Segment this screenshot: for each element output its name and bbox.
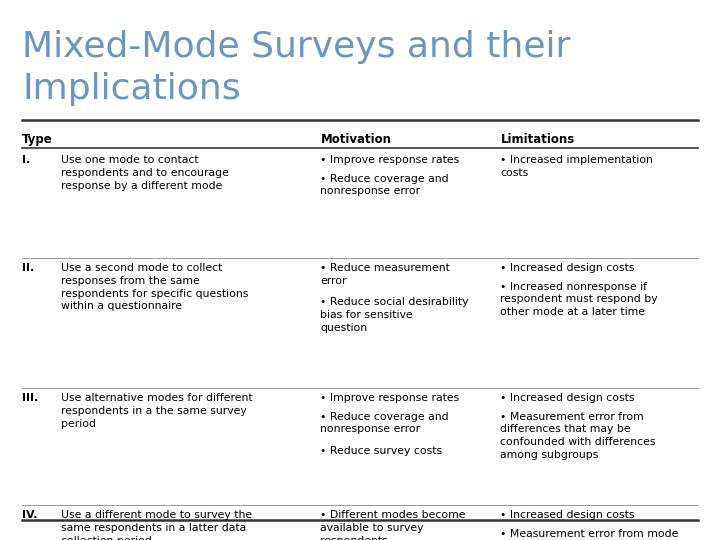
Text: II.: II. (22, 263, 34, 273)
Text: • Improve response rates: • Improve response rates (320, 393, 459, 403)
Text: • Reduce survey costs: • Reduce survey costs (320, 446, 443, 456)
Text: • Reduce measurement
error: • Reduce measurement error (320, 263, 450, 286)
Text: • Increased design costs: • Increased design costs (500, 510, 635, 520)
Text: IV.: IV. (22, 510, 37, 520)
Text: • Reduce coverage and
nonresponse error: • Reduce coverage and nonresponse error (320, 411, 449, 434)
Text: • Reduce social desirability
bias for sensitive
question: • Reduce social desirability bias for se… (320, 297, 469, 333)
Text: Use one mode to contact
respondents and to encourage
response by a different mod: Use one mode to contact respondents and … (61, 155, 229, 191)
Text: I.: I. (22, 155, 30, 165)
Text: • Increased design costs: • Increased design costs (500, 263, 635, 273)
Text: Use a second mode to collect
responses from the same
respondents for specific qu: Use a second mode to collect responses f… (61, 263, 248, 312)
Text: III.: III. (22, 393, 38, 403)
Text: • Reduce coverage and
nonresponse error: • Reduce coverage and nonresponse error (320, 173, 449, 197)
Text: Use a different mode to survey the
same respondents in a latter data
collection : Use a different mode to survey the same … (61, 510, 252, 540)
Text: Use alternative modes for different
respondents in a the same survey
period: Use alternative modes for different resp… (61, 393, 253, 429)
Text: Limitations: Limitations (500, 133, 575, 146)
Text: • Improve response rates: • Improve response rates (320, 155, 459, 165)
Text: • Increased design costs: • Increased design costs (500, 393, 635, 403)
Text: • Measurement error from mode
differences that impact the
ability to measure cha: • Measurement error from mode difference… (500, 529, 679, 540)
Text: Type: Type (22, 133, 53, 146)
Text: • Measurement error from
differences that may be
confounded with differences
amo: • Measurement error from differences tha… (500, 411, 656, 460)
Text: • Increased nonresponse if
respondent must respond by
other mode at a later time: • Increased nonresponse if respondent mu… (500, 281, 658, 317)
Text: • Different modes become
available to survey
respondents: • Different modes become available to su… (320, 510, 466, 540)
Text: • Increased implementation
costs: • Increased implementation costs (500, 155, 653, 178)
Text: Mixed-Mode Surveys and their: Mixed-Mode Surveys and their (22, 30, 570, 64)
Text: Implications: Implications (22, 72, 240, 106)
Text: Motivation: Motivation (320, 133, 392, 146)
